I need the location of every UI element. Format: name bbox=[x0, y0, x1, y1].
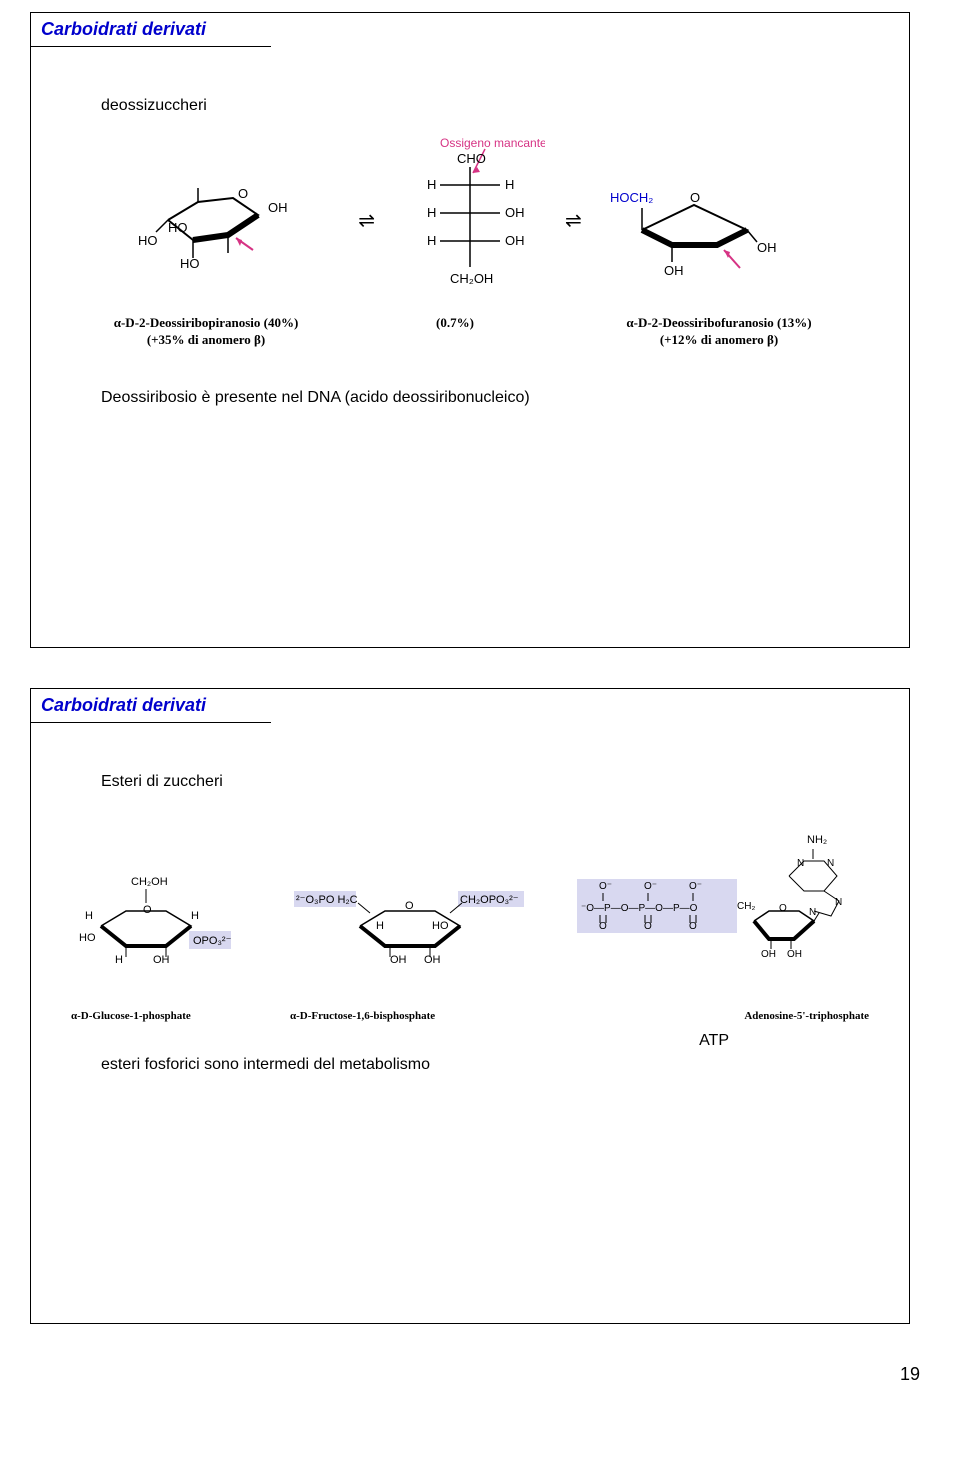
svg-text:⁻O—P—O—P—O—P—O: ⁻O—P—O—P—O—P—O bbox=[581, 903, 698, 914]
chem-structures-row: O OH HO HO HO ⇌ Ossigeno mancante CHO bbox=[71, 135, 869, 305]
svg-text:N: N bbox=[835, 897, 842, 908]
svg-text:OH: OH bbox=[505, 233, 525, 248]
svg-text:H: H bbox=[505, 177, 514, 192]
svg-text:H: H bbox=[376, 920, 384, 932]
slide-2-body-text: esteri fosforici sono intermedi del meta… bbox=[101, 1056, 869, 1074]
mol-atp: NH₂ N N N N O⁻O⁻O⁻ ⁻O—P—O—P—O—P—O OOO bbox=[569, 831, 869, 1022]
mol2-label: α-D-Fructose-1,6-bisphosphate bbox=[290, 1010, 530, 1022]
caption-right-2: (+12% di anomero β) bbox=[589, 332, 849, 349]
equilibrium-arrow-1: ⇌ bbox=[358, 208, 375, 233]
caption-row: α-D-2-Deossiribopiranosio (40%) (+35% di… bbox=[91, 315, 849, 349]
atp-label: ATP bbox=[71, 1032, 729, 1050]
slide-1-body-text: Deossiribosio è presente nel DNA (acido … bbox=[101, 389, 869, 407]
annotation-label: Ossigeno mancante bbox=[440, 136, 545, 150]
svg-text:CHO: CHO bbox=[457, 151, 486, 166]
svg-text:O⁻: O⁻ bbox=[599, 881, 612, 892]
fischer-icon: Ossigeno mancante CHO HH HOH HOH CH₂OH bbox=[395, 135, 545, 305]
slide-2-body: Esteri di zuccheri CH₂OH O H H HO OPO₃²⁻… bbox=[31, 723, 909, 1323]
slide-2-subtitle: Esteri di zuccheri bbox=[101, 773, 869, 791]
svg-text:H: H bbox=[427, 177, 436, 192]
slide-1: Carboidrati derivati deossizuccheri O OH… bbox=[30, 12, 910, 648]
page-number: 19 bbox=[0, 1364, 920, 1385]
svg-text:OH: OH bbox=[390, 954, 407, 966]
caption-right-1: α-D-2-Deossiribofuranosio (13%) bbox=[589, 315, 849, 332]
caption-left-1: α-D-2-Deossiribopiranosio (40%) bbox=[91, 315, 321, 332]
svg-text:CH₂: CH₂ bbox=[737, 901, 755, 912]
mol-glucose-1-phosphate: CH₂OH O H H HO OPO₃²⁻ H OH α-D-Glucose-1… bbox=[71, 871, 251, 1022]
furanose-icon: O HOCH₂ OH OH bbox=[602, 150, 802, 290]
molecules-row: CH₂OH O H H HO OPO₃²⁻ H OH α-D-Glucose-1… bbox=[71, 831, 869, 1022]
caption-left-2: (+35% di anomero β) bbox=[91, 332, 321, 349]
svg-text:OH: OH bbox=[664, 263, 684, 278]
slide-1-body: deossizuccheri O OH HO HO HO ⇌ bbox=[31, 47, 909, 647]
svg-text:N: N bbox=[809, 907, 816, 918]
svg-text:NH₂: NH₂ bbox=[807, 834, 827, 846]
equilibrium-arrow-2: ⇌ bbox=[565, 208, 582, 233]
svg-text:O: O bbox=[143, 904, 152, 916]
svg-text:HO: HO bbox=[180, 256, 200, 271]
svg-text:N: N bbox=[797, 858, 804, 869]
svg-text:HO: HO bbox=[168, 220, 188, 235]
svg-text:OH: OH bbox=[787, 949, 802, 960]
svg-text:OH: OH bbox=[761, 949, 776, 960]
svg-text:H: H bbox=[427, 233, 436, 248]
svg-text:O: O bbox=[238, 186, 248, 201]
slide-1-header: Carboidrati derivati bbox=[31, 13, 271, 47]
svg-text:HOCH₂: HOCH₂ bbox=[610, 190, 653, 205]
svg-text:O: O bbox=[779, 903, 787, 914]
caption-left: α-D-2-Deossiribopiranosio (40%) (+35% di… bbox=[91, 315, 321, 349]
svg-text:O⁻: O⁻ bbox=[689, 881, 702, 892]
svg-text:²⁻O₃PO H₂C: ²⁻O₃PO H₂C bbox=[296, 894, 358, 906]
caption-mid: (0.7%) bbox=[395, 315, 515, 349]
svg-text:OH: OH bbox=[424, 954, 441, 966]
slide-2: Carboidrati derivati Esteri di zuccheri … bbox=[30, 688, 910, 1324]
svg-text:HO: HO bbox=[432, 920, 449, 932]
svg-text:OH: OH bbox=[505, 205, 525, 220]
svg-text:OPO₃²⁻: OPO₃²⁻ bbox=[193, 935, 232, 947]
svg-text:OH: OH bbox=[757, 240, 777, 255]
svg-text:H: H bbox=[191, 910, 199, 922]
svg-text:CH₂OH: CH₂OH bbox=[131, 876, 168, 888]
slide-2-header: Carboidrati derivati bbox=[31, 689, 271, 723]
svg-text:O: O bbox=[405, 900, 414, 912]
pyranose-icon: O OH HO HO HO bbox=[138, 150, 338, 290]
svg-text:OH: OH bbox=[268, 200, 288, 215]
svg-text:H: H bbox=[115, 954, 123, 966]
caption-right: α-D-2-Deossiribofuranosio (13%) (+12% di… bbox=[589, 315, 849, 349]
svg-text:OH: OH bbox=[153, 954, 170, 966]
svg-text:H: H bbox=[427, 205, 436, 220]
mol3-label: Adenosine-5'-triphosphate bbox=[569, 1010, 869, 1022]
svg-text:HO: HO bbox=[138, 233, 158, 248]
svg-text:O: O bbox=[690, 190, 700, 205]
svg-text:HO: HO bbox=[79, 932, 96, 944]
svg-text:N: N bbox=[827, 858, 834, 869]
svg-text:CH₂OH: CH₂OH bbox=[450, 271, 493, 286]
mol1-label: α-D-Glucose-1-phosphate bbox=[71, 1010, 251, 1022]
slide-1-subtitle: deossizuccheri bbox=[101, 97, 869, 115]
mol-fructose-bisphosphate: ²⁻O₃PO H₂C CH₂OPO₃²⁻ O H HO OH OH α-D-Fruc… bbox=[290, 871, 530, 1022]
svg-text:O⁻: O⁻ bbox=[644, 881, 657, 892]
svg-text:H: H bbox=[85, 910, 93, 922]
svg-text:CH₂OPO₃²⁻: CH₂OPO₃²⁻ bbox=[460, 894, 519, 906]
